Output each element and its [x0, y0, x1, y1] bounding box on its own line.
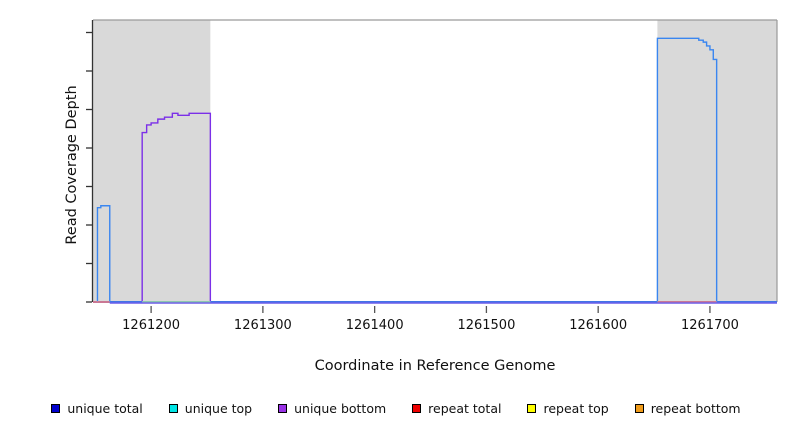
series-coverage-trace-blue: [96, 37, 777, 303]
legend-item-repeat-total[interactable]: repeat total: [412, 401, 501, 416]
x-axis-title: Coordinate in Reference Genome: [314, 358, 556, 374]
legend-swatch-icon: [527, 403, 537, 413]
legend-item-repeat-bottom[interactable]: repeat bottom: [634, 400, 741, 416]
legend-label: unique top: [184, 400, 253, 416]
x-tick-label-1261300: 1261300: [233, 318, 292, 333]
shaded-region-repeat-region-left: [93, 20, 211, 302]
legend-swatch-icon: [168, 403, 178, 413]
legend-label: unique bottom: [294, 400, 387, 416]
legend-swatch-icon: [412, 403, 422, 413]
x-tick-label-1261200: 1261200: [122, 318, 181, 333]
legend-swatch-icon: [634, 403, 644, 413]
legend-item-unique-total[interactable]: unique total: [51, 400, 143, 416]
x-tick-label-1261600: 1261600: [569, 318, 628, 333]
legend-item-repeat-top[interactable]: repeat top: [527, 400, 609, 416]
legend-item-unique-top[interactable]: unique top: [168, 400, 253, 416]
legend-label: repeat total: [428, 400, 502, 416]
legend-swatch-icon: [51, 403, 61, 413]
legend-swatch-icon: [278, 403, 288, 413]
x-tick-label-1261700: 1261700: [680, 318, 739, 333]
legend-item-unique-bottom[interactable]: unique bottom: [278, 401, 386, 416]
chart-legend: unique total unique top unique bottom repea…: [0, 398, 792, 418]
series-unique-bottom: [93, 112, 777, 303]
legend-label: repeat bottom: [650, 400, 741, 416]
x-tick-label-1261500: 1261500: [457, 318, 516, 333]
x-tick-label-1261400: 1261400: [345, 318, 404, 333]
legend-label: unique total: [67, 400, 143, 416]
legend-label: repeat top: [543, 400, 609, 416]
